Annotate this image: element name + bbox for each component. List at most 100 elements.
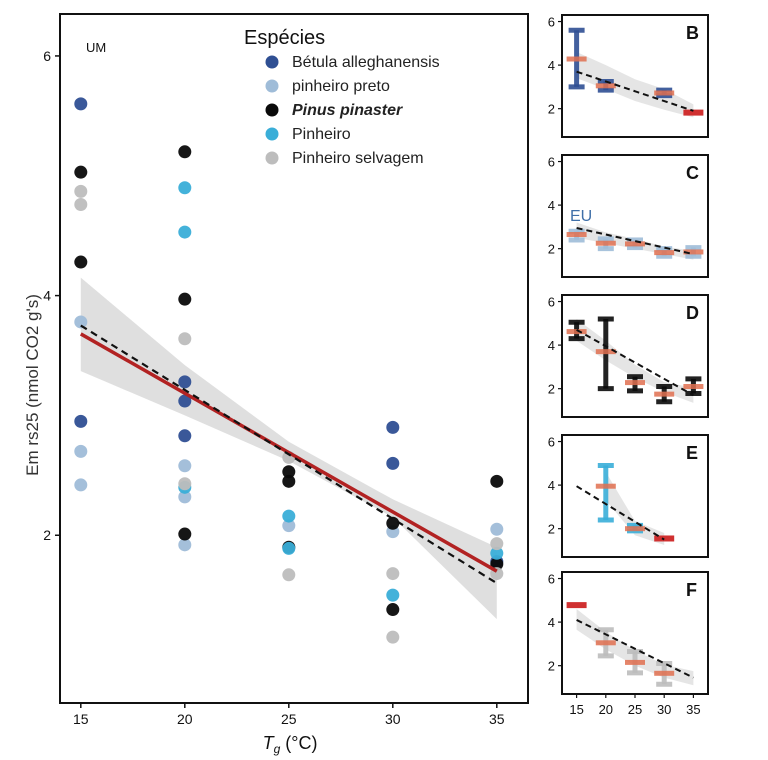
- mean-marker: [595, 483, 616, 489]
- panel-label: F: [686, 580, 697, 600]
- panel-frame: [561, 14, 709, 138]
- data-point: [74, 184, 88, 198]
- data-point: [282, 541, 296, 555]
- legend-label: Pinheiro: [292, 126, 351, 143]
- y-tick-label: 2: [548, 659, 555, 674]
- data-point: [386, 567, 400, 581]
- data-point: [178, 332, 192, 346]
- data-point: [74, 198, 88, 212]
- panel-fit-line: [576, 619, 694, 679]
- y-tick-label: 6: [548, 15, 555, 30]
- data-point: [386, 420, 400, 434]
- y-tick-label: 2: [548, 522, 555, 537]
- panel-c: 2 4 6 C EU: [548, 154, 709, 278]
- panel-label: C: [686, 163, 699, 183]
- legend-swatch: [265, 79, 279, 93]
- mean-marker: [595, 240, 616, 246]
- panel-label: B: [686, 23, 699, 43]
- x-axis-subscript: g: [274, 742, 281, 756]
- mean-marker: [566, 232, 587, 238]
- panel-frame: [561, 294, 709, 418]
- y-tick-label: 2: [548, 102, 555, 117]
- legend-label: pinheiro preto: [292, 78, 390, 95]
- mean-marker: [683, 109, 704, 116]
- y-tick-label: 6: [548, 295, 555, 310]
- mean-marker: [625, 380, 645, 386]
- data-point: [386, 516, 400, 530]
- x-tick-label: 20: [599, 702, 613, 717]
- data-point: [178, 225, 192, 239]
- x-tick-label: 15: [73, 711, 89, 727]
- panel-fit-line: [576, 70, 694, 112]
- y-tick-label: 2: [548, 242, 555, 257]
- mean-marker: [625, 659, 645, 665]
- mean-marker: [566, 602, 587, 609]
- y-tick-label: 6: [548, 155, 555, 170]
- data-point: [178, 538, 192, 552]
- panel-band: [576, 318, 694, 403]
- data-point: [490, 474, 504, 488]
- y-tick-label: 4: [43, 288, 51, 304]
- data-point: [386, 603, 400, 617]
- panel-fit-line: [576, 328, 694, 397]
- main-y-ticks: 2 4 6: [43, 48, 60, 543]
- data-point: [178, 490, 192, 504]
- panel-frame: [561, 154, 709, 278]
- mean-marker: [595, 640, 616, 646]
- data-point: [386, 456, 400, 470]
- mean-marker: [654, 670, 675, 676]
- data-point: [178, 459, 192, 473]
- main-points: [74, 97, 504, 644]
- data-point: [74, 165, 88, 179]
- panel-b: 2 4 6 B: [548, 14, 709, 138]
- data-point: [282, 519, 296, 533]
- data-point: [178, 429, 192, 443]
- y-tick-label: 2: [548, 382, 555, 397]
- panel-label: E: [686, 443, 698, 463]
- legend-label: Pinheiro selvagem: [292, 150, 424, 167]
- small-panels: 2 4 6 B 2 4 6 C EU 2 4 6 D 2 4 6 E 2 4 6 F 15 20 25 30 35: [548, 14, 709, 717]
- main-x-ticks: 15 20 25 30 35: [73, 703, 505, 727]
- panel-e: 2 4 6 E: [548, 434, 709, 558]
- data-point: [282, 509, 296, 523]
- main-fit-line: [79, 332, 498, 573]
- y-tick-label: 6: [548, 572, 555, 587]
- data-point: [490, 522, 504, 536]
- main-panel-label: UM: [86, 40, 106, 55]
- x-tick-label: 30: [657, 702, 671, 717]
- panel-extra-label: EU: [570, 208, 592, 225]
- y-tick-label: 2: [43, 527, 51, 543]
- data-point: [74, 315, 88, 329]
- data-point: [74, 97, 88, 111]
- data-point: [490, 537, 504, 551]
- x-tick-label: 35: [686, 702, 700, 717]
- panel-band: [576, 52, 694, 118]
- x-tick-label: 20: [177, 711, 193, 727]
- data-point: [74, 478, 88, 492]
- data-point: [74, 255, 88, 269]
- main-fit-dashed-line: [80, 324, 498, 585]
- mean-marker: [595, 83, 616, 89]
- data-point: [178, 292, 192, 306]
- panel-d: 2 4 6 D: [548, 294, 709, 418]
- legend-swatch: [265, 151, 279, 165]
- y-tick-label: 4: [548, 615, 555, 630]
- y-tick-label: 4: [548, 338, 555, 353]
- mean-marker: [625, 241, 645, 247]
- mean-marker: [654, 90, 675, 96]
- y-tick-label: 4: [548, 58, 555, 73]
- data-point: [178, 477, 192, 491]
- panel-frame: [561, 434, 709, 558]
- mean-marker: [566, 329, 587, 335]
- data-point: [490, 546, 504, 560]
- confidence-band: [80, 277, 497, 620]
- legend-title: Espécies: [244, 27, 325, 49]
- main-frame: [59, 13, 529, 704]
- x-axis-symbol: T: [263, 733, 276, 753]
- mean-marker: [595, 349, 616, 355]
- data-point: [282, 474, 296, 488]
- main-confidence-band: [80, 277, 497, 620]
- legend-swatch: [265, 127, 279, 141]
- y-tick-label: 4: [548, 478, 555, 493]
